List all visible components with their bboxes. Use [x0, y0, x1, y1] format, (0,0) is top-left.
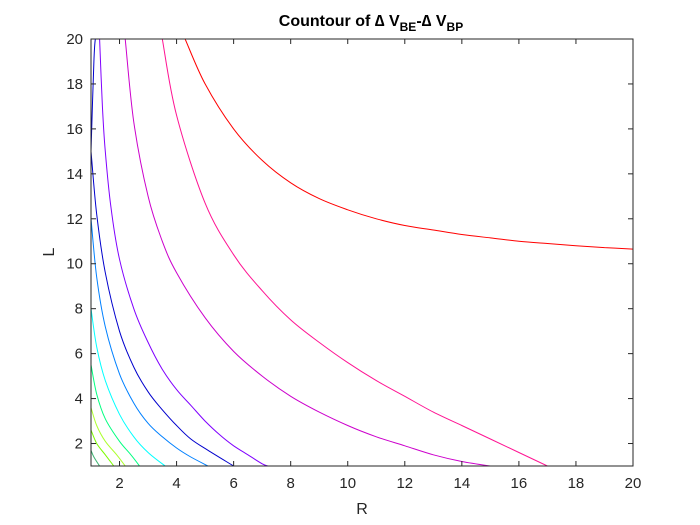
- x-tick-label: 4: [172, 475, 180, 492]
- contour-line-1: [91, 450, 101, 466]
- contour-line-4: [91, 364, 140, 466]
- chart-title: Countour of ∆ VBE-∆ VBP: [279, 13, 463, 34]
- y-axis-label: L: [41, 247, 58, 256]
- y-tick-label: 2: [75, 436, 83, 453]
- y-tick-label: 14: [66, 166, 83, 183]
- y-tick-label: 16: [66, 121, 83, 138]
- y-tick-label: 6: [75, 346, 83, 363]
- contour-line-8: [91, 151, 234, 466]
- x-tick-label: 14: [453, 475, 470, 492]
- contour-line-3: [91, 407, 126, 466]
- x-tick-label: 18: [568, 475, 585, 492]
- contour-line-11: [161, 39, 548, 466]
- contour-lines: [91, 39, 633, 466]
- y-tick-label: 18: [66, 76, 83, 93]
- contour-line-6: [91, 218, 209, 466]
- contour-line-5: [91, 308, 166, 466]
- y-tick-label: 12: [66, 211, 83, 228]
- x-tick-label: 10: [339, 475, 356, 492]
- y-tick-label: 8: [75, 301, 83, 318]
- x-tick-label: 20: [625, 475, 642, 492]
- contour-line-10: [124, 39, 491, 466]
- contour-line-2: [91, 429, 115, 466]
- y-tick-label: 20: [66, 31, 83, 48]
- x-tick-label: 12: [396, 475, 413, 492]
- plot-box: [90, 38, 634, 467]
- x-tick-label: 16: [511, 475, 528, 492]
- y-tick-label: 10: [66, 256, 83, 273]
- axis-ticks: 2 4 6 8 10 12 14 16 18 20 2 4 6 8 10 12 14 16 18 20: [66, 31, 641, 492]
- contour-line-7: [91, 39, 96, 152]
- x-tick-label: 8: [287, 475, 295, 492]
- x-axis-label: R: [356, 501, 368, 518]
- contour-line-12: [184, 39, 633, 250]
- contour-line-9: [99, 39, 269, 466]
- y-tick-label: 4: [75, 391, 83, 408]
- x-tick-label: 2: [115, 475, 123, 492]
- x-tick-label: 6: [229, 475, 237, 492]
